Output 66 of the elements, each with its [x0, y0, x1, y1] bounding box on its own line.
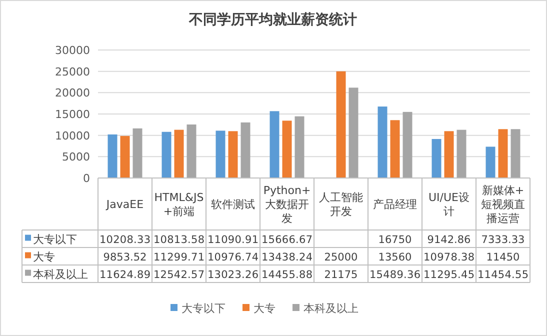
bar	[348, 88, 358, 178]
data-label: 9142.86	[427, 234, 472, 246]
x-tick-label: JavaEE	[105, 198, 144, 211]
bar	[498, 129, 508, 178]
data-label: 12542.57	[154, 268, 204, 281]
bar	[186, 124, 196, 178]
data-label: 11454.55	[478, 268, 528, 281]
bar	[120, 136, 130, 178]
data-label: 11090.91	[208, 234, 258, 246]
y-tick-label: 25000	[55, 65, 90, 78]
y-tick-label: 5000	[62, 150, 90, 164]
bar	[294, 116, 304, 178]
data-label: 10813.58	[154, 234, 204, 246]
bar	[390, 120, 400, 178]
y-tick-label: 10000	[55, 129, 90, 142]
data-label: 15489.36	[370, 268, 421, 281]
y-tick-label: 30000	[55, 44, 90, 57]
bar	[456, 130, 466, 178]
y-tick-label: 0	[83, 172, 90, 185]
title: 不同学历平均就业薪资统计	[189, 12, 357, 28]
data-label: 9853.52	[103, 251, 147, 264]
bar	[228, 131, 238, 178]
y-tick-label: 15000	[55, 108, 90, 121]
x-tick-label: Python+大数据开发	[263, 184, 311, 225]
bar	[282, 120, 292, 178]
bar	[240, 122, 250, 178]
data-label: 25000	[324, 251, 358, 264]
data-label: 11299.71	[154, 251, 204, 264]
data-label: 10976.74	[208, 251, 259, 264]
x-tick-label: 人工智能开发	[319, 191, 363, 218]
legend-label: 本科及以上	[33, 268, 88, 281]
x-tick-label: HTML&JS+前端	[154, 191, 204, 218]
data-label: 11450	[486, 251, 520, 264]
legend-label: 大专以下	[33, 232, 77, 246]
data-label: 11624.89	[100, 268, 150, 281]
data-label: 15666.67	[262, 234, 312, 246]
data-label: 21175	[324, 268, 358, 281]
y-tick-label: 20000	[55, 86, 90, 100]
bar	[162, 132, 172, 178]
data-label: 14455.88	[262, 268, 312, 281]
data-label: 7333.33	[481, 234, 525, 246]
legend-label: 大专	[33, 250, 55, 264]
x-tick-label: UI/UE设计	[428, 191, 470, 218]
x-tick-label: 软件测试	[211, 198, 255, 211]
bar	[378, 106, 388, 178]
legend: 大专以下 大专 本科及以上	[170, 302, 358, 315]
data-label: 13023.26	[208, 268, 259, 281]
x-tick-label: 新媒体+短视频直播运营	[481, 184, 525, 225]
x-tick-label: 产品经理	[373, 198, 417, 211]
bar	[432, 138, 442, 178]
bar	[108, 134, 118, 178]
data-label: 13560	[378, 251, 412, 264]
data-label: 10978.38	[424, 251, 474, 264]
data-label: 13438.24	[262, 251, 313, 264]
bar	[336, 71, 346, 178]
bar	[510, 129, 520, 178]
bar	[216, 130, 226, 178]
data-label: 16750	[378, 234, 412, 246]
bar	[132, 128, 142, 178]
bar	[270, 111, 280, 178]
bar	[174, 130, 184, 178]
data-label: 11295.45	[424, 268, 474, 281]
data-label: 10208.33	[100, 234, 150, 246]
bar	[444, 131, 454, 178]
bar	[486, 146, 496, 178]
bar	[402, 112, 412, 178]
